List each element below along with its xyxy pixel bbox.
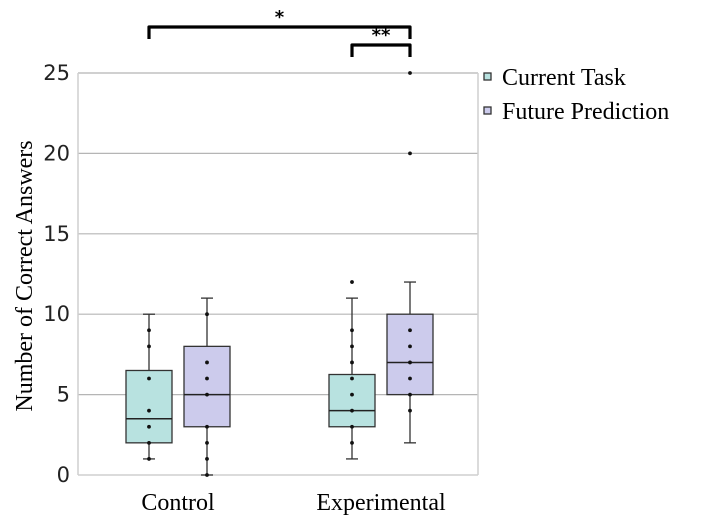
x-category-label: Experimental: [316, 490, 446, 516]
legend-swatch: [483, 106, 492, 115]
significance-bracket: [147, 25, 412, 39]
data-point: [147, 328, 151, 333]
data-point: [408, 344, 412, 349]
data-point: [205, 360, 209, 365]
y-axis-label: Number of Correct Answers: [12, 140, 38, 411]
y-tick-labels: 0 5 10 15 20 25: [43, 61, 70, 487]
data-point: [408, 71, 412, 75]
data-point: [205, 440, 209, 445]
data-point: [205, 457, 209, 461]
legend-label: Current Task: [502, 65, 626, 91]
box-body: [328, 373, 376, 428]
significance-bracket: [350, 43, 412, 57]
data-point: [408, 360, 412, 365]
y-tick-label: 20: [43, 141, 70, 165]
data-point: [408, 376, 412, 381]
legend: Current Task Future Prediction: [483, 65, 669, 125]
legend-label: Future Prediction: [502, 99, 669, 125]
data-point: [350, 440, 354, 445]
data-point: [147, 457, 151, 461]
data-point: [350, 424, 354, 429]
data-point: [350, 408, 354, 413]
x-category-label: Control: [141, 490, 215, 516]
boxes: [125, 71, 434, 477]
data-point: [147, 424, 151, 429]
data-point: [408, 408, 412, 413]
data-point: [408, 328, 412, 333]
box-experimental-current-task: [328, 280, 376, 460]
box-body: [125, 369, 173, 444]
data-point: [205, 376, 209, 381]
data-point: [147, 440, 151, 445]
y-tick-label: 0: [57, 463, 70, 487]
axes: [77, 73, 479, 476]
data-point: [408, 392, 412, 397]
significance-label: **: [372, 25, 391, 46]
data-point: [350, 376, 354, 381]
significance-label: *: [275, 7, 285, 28]
data-point: [350, 280, 354, 284]
data-point: [205, 392, 209, 397]
data-point: [205, 424, 209, 429]
data-point: [350, 360, 354, 365]
data-point: [350, 344, 354, 349]
y-tick-label: 5: [57, 383, 70, 407]
data-point: [205, 312, 209, 317]
data-point: [350, 392, 354, 397]
significance-brackets: ***: [147, 7, 412, 57]
category-labels: Control Experimental: [141, 490, 446, 516]
box-control-current-task: [125, 313, 173, 461]
data-point: [147, 344, 151, 349]
y-tick-label: 10: [43, 302, 70, 326]
data-point: [147, 376, 151, 381]
data-point: [408, 151, 412, 156]
data-point: [350, 328, 354, 333]
box-control-future-prediction: [183, 297, 231, 477]
data-point: [147, 408, 151, 413]
legend-swatch: [483, 72, 492, 81]
y-tick-label: 25: [43, 61, 70, 85]
box-body: [386, 313, 434, 396]
box-experimental-future-prediction: [386, 71, 434, 444]
data-point: [205, 473, 209, 477]
box-body: [183, 345, 231, 428]
y-tick-label: 15: [43, 222, 70, 246]
